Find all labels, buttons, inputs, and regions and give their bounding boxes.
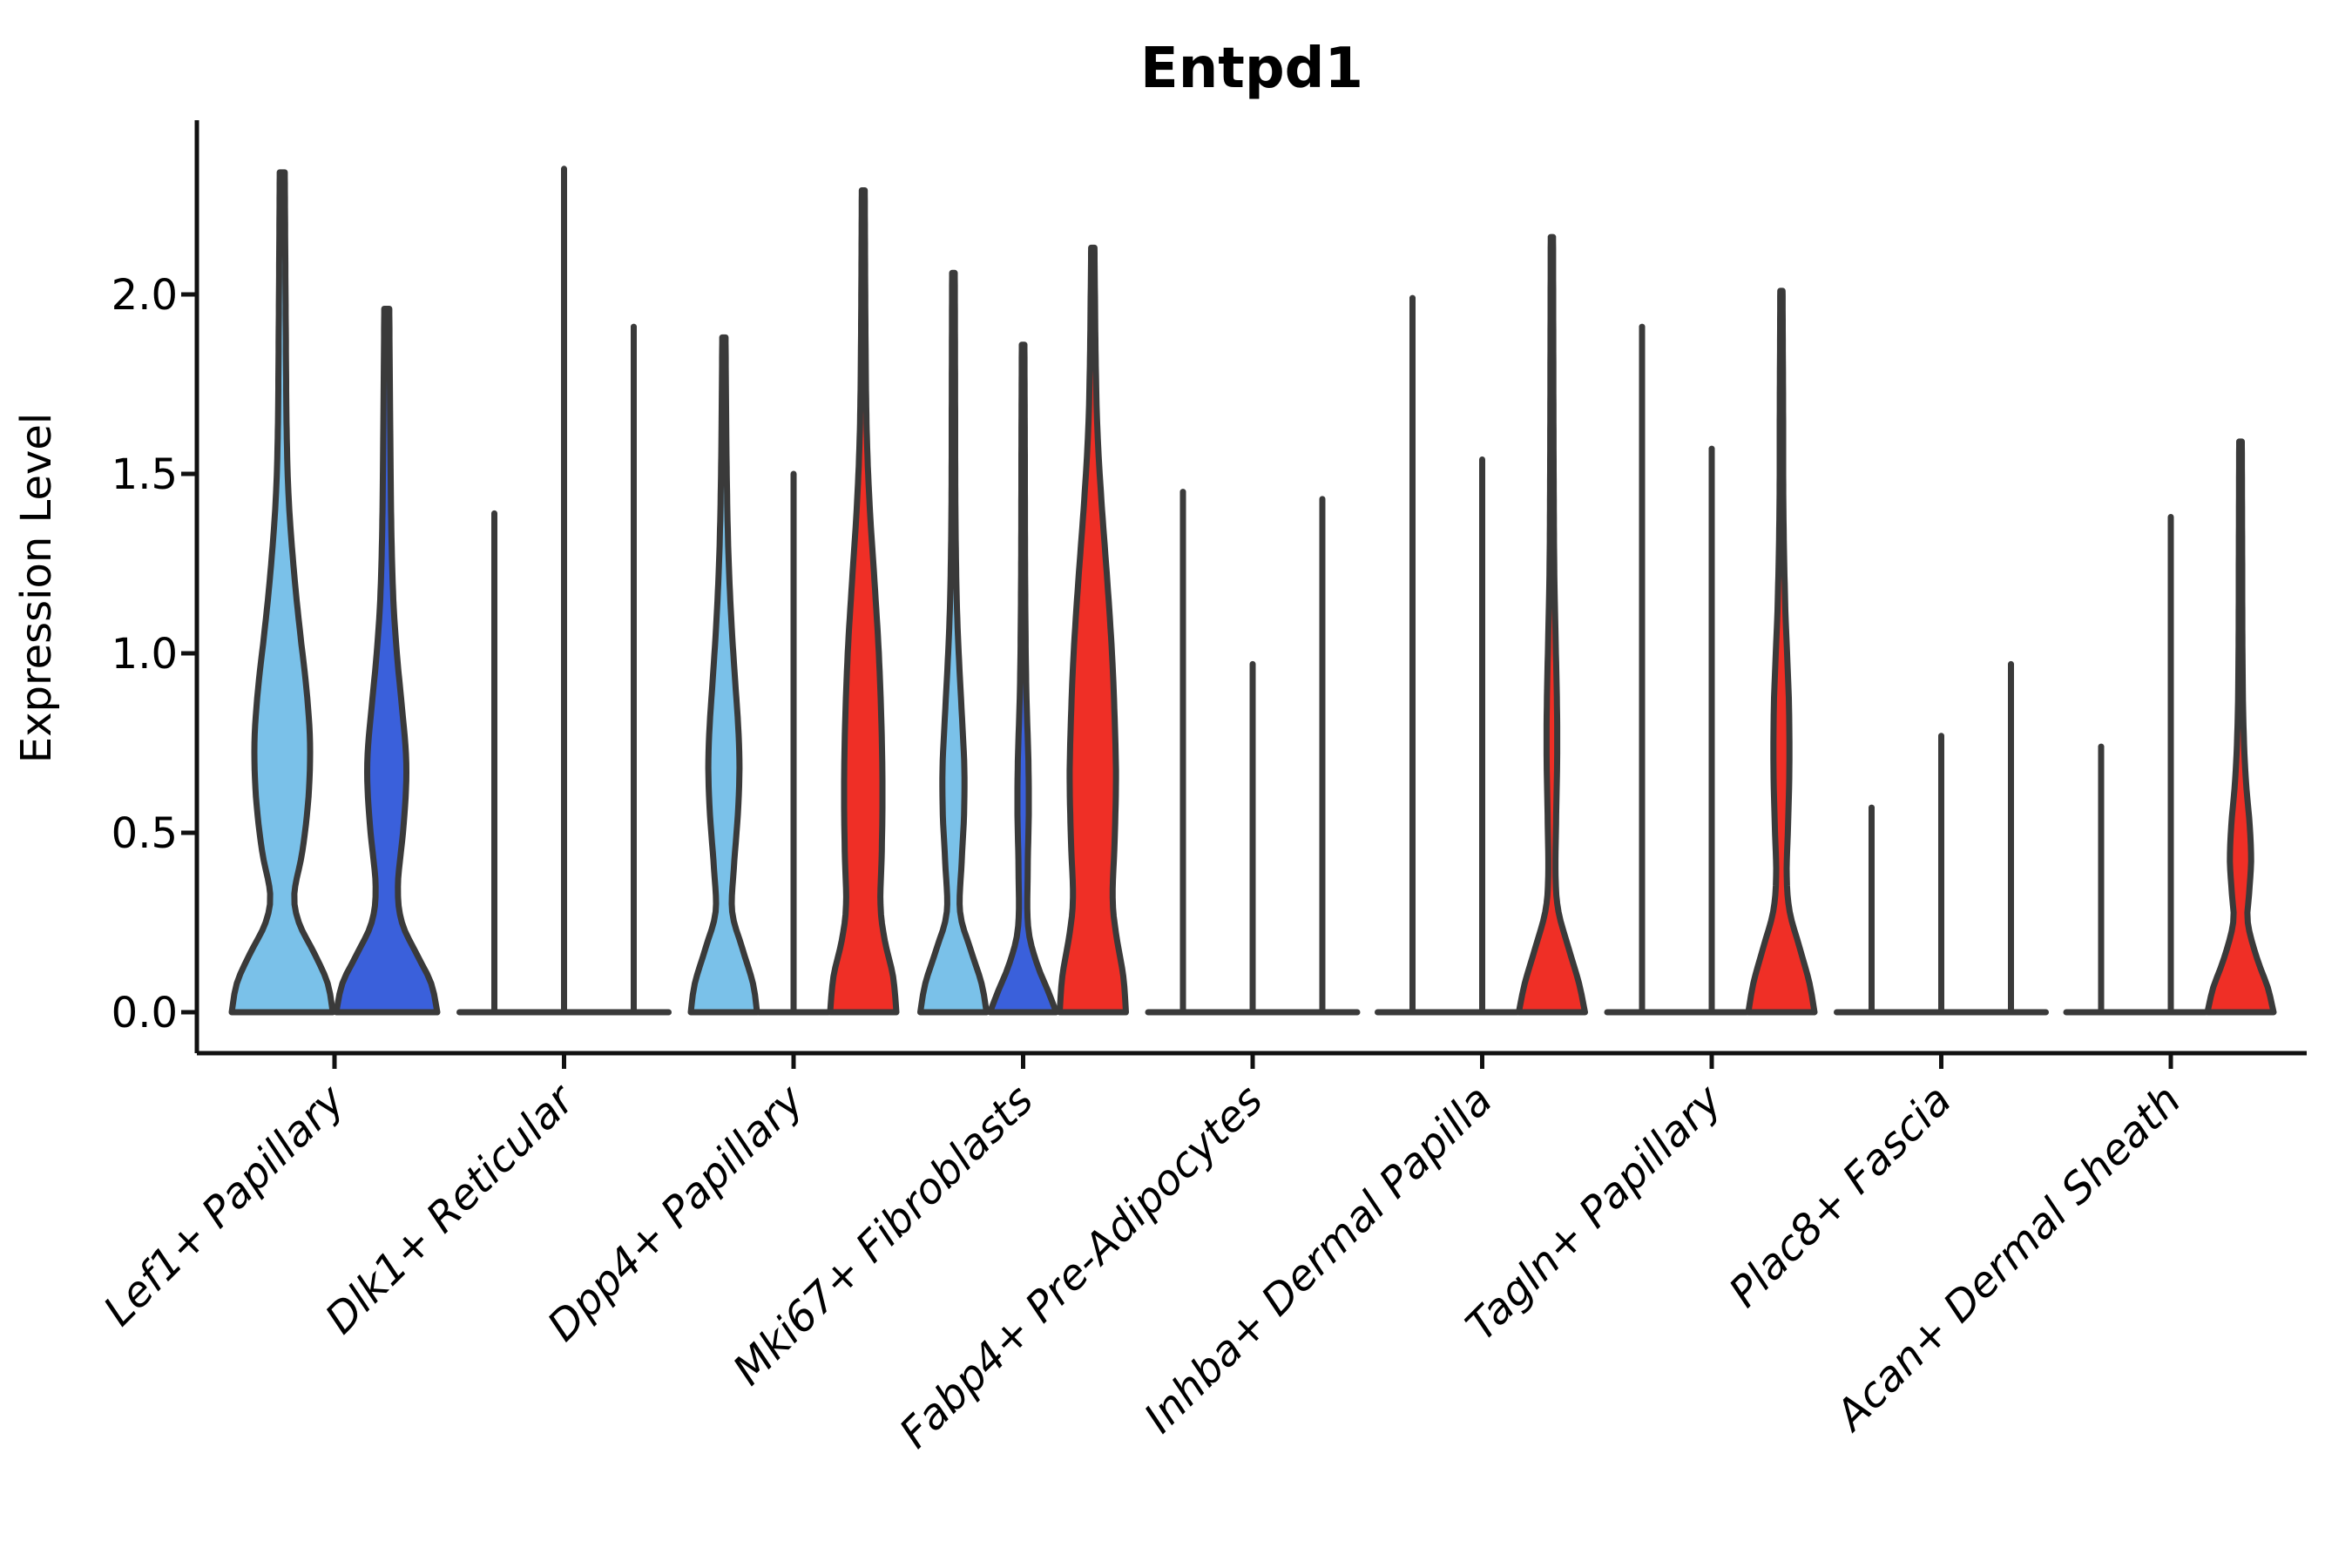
violin-4-series-3 (1057, 244, 1129, 1016)
violin-1-series-1 (228, 169, 336, 1016)
y-tick-label: 1.5 (112, 450, 178, 499)
violin-7-series-3 (1745, 287, 1818, 1016)
y-axis-label: Expression Level (12, 413, 61, 764)
x-tick-label: Lef1+ Papillary (94, 1075, 355, 1335)
y-tick-label: 1.0 (112, 630, 178, 679)
x-tick-label: Dpp4+ Papillary (538, 1075, 814, 1350)
x-tick-label: Tagln+ Papillary (1456, 1075, 1732, 1350)
x-tick-label: Fabp4+ Pre-Adipocytes (890, 1076, 1273, 1458)
y-tick-label: 2.0 (112, 271, 178, 320)
violin-6-series-3 (1516, 233, 1588, 1016)
violin-1-series-2 (333, 306, 441, 1016)
x-tick-label: Dlk1+ Reticular (316, 1074, 586, 1344)
violin-3-series-3 (827, 187, 900, 1016)
violin-3-series-1 (687, 334, 760, 1016)
violin-4-series-1 (917, 269, 990, 1016)
y-tick-label: 0.0 (112, 989, 178, 1037)
chart-title: Entpd1 (1140, 37, 1363, 101)
violin-9-series-3 (2204, 438, 2277, 1016)
violin-4-series-2 (987, 341, 1059, 1016)
y-tick-label: 0.5 (112, 809, 178, 858)
x-tick-label: Plac8+ Fascia (1720, 1076, 1961, 1317)
